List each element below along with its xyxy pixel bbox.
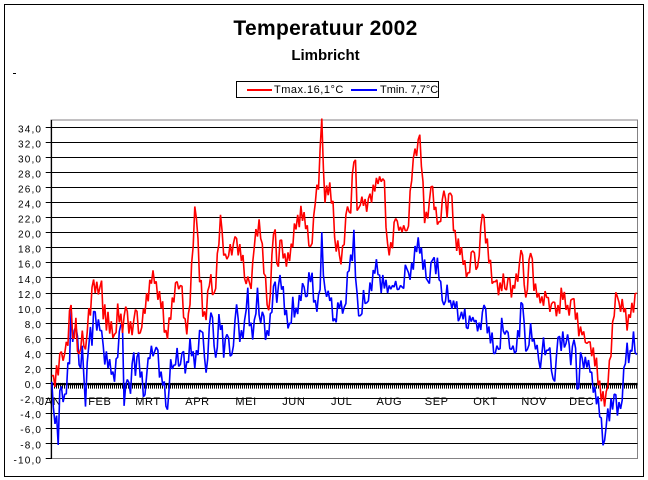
svg-text:-8,0: -8,0 [20, 440, 42, 451]
svg-text:14,0: 14,0 [18, 275, 42, 286]
svg-text:16,0: 16,0 [18, 260, 42, 271]
svg-text:0,0: 0,0 [25, 380, 42, 391]
svg-text:34,0: 34,0 [18, 124, 42, 135]
svg-text:4,0: 4,0 [25, 350, 42, 361]
svg-text:OKT: OKT [473, 396, 497, 408]
svg-text:2,0: 2,0 [25, 365, 42, 376]
svg-text:8,0: 8,0 [25, 320, 42, 331]
svg-text:12,0: 12,0 [18, 290, 42, 301]
svg-text:JAN: JAN [39, 396, 62, 408]
svg-text:JUL: JUL [331, 396, 352, 408]
svg-text:NOV: NOV [521, 396, 547, 408]
svg-text:-6,0: -6,0 [20, 425, 42, 436]
svg-text:10,0: 10,0 [18, 305, 42, 316]
svg-text:FEB: FEB [88, 396, 111, 408]
svg-text:-10,0: -10,0 [14, 455, 43, 466]
svg-text:28,0: 28,0 [18, 170, 42, 181]
svg-text:-4,0: -4,0 [20, 410, 42, 421]
svg-text:6,0: 6,0 [25, 335, 42, 346]
svg-text:20,0: 20,0 [18, 230, 42, 241]
svg-text:SEP: SEP [425, 396, 449, 408]
svg-text:30,0: 30,0 [18, 154, 42, 165]
svg-text:AUG: AUG [376, 396, 402, 408]
svg-text:MRT: MRT [135, 396, 160, 408]
svg-text:APR: APR [185, 396, 209, 408]
svg-text:32,0: 32,0 [18, 139, 42, 150]
svg-text:DEC: DEC [569, 396, 594, 408]
svg-text:26,0: 26,0 [18, 185, 42, 196]
svg-text:JUN: JUN [282, 396, 305, 408]
svg-text:18,0: 18,0 [18, 245, 42, 256]
svg-text:22,0: 22,0 [18, 215, 42, 226]
svg-text:MEI: MEI [235, 396, 256, 408]
svg-text:-2,0: -2,0 [20, 395, 42, 406]
svg-text:24,0: 24,0 [18, 200, 42, 211]
